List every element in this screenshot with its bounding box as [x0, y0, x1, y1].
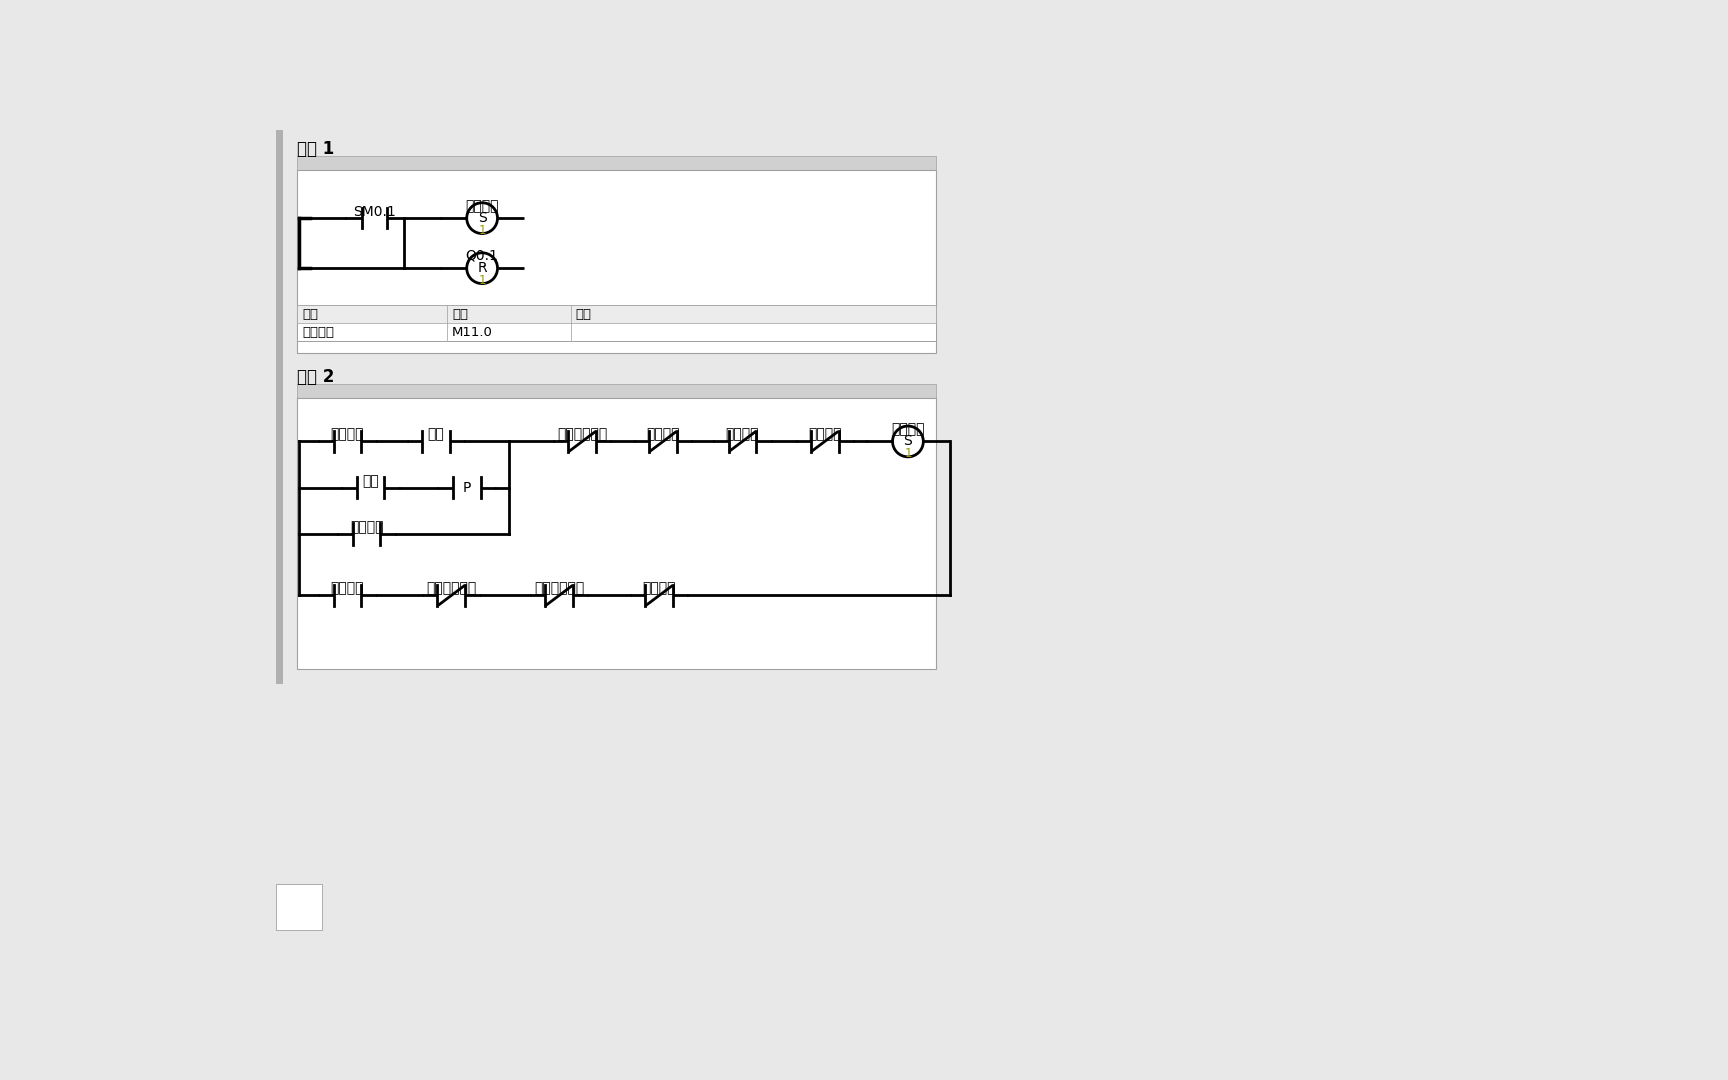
Text: R: R [477, 261, 487, 275]
Text: 上电置位: 上电置位 [646, 428, 679, 442]
Text: M11.0: M11.0 [453, 325, 492, 339]
Text: 手动控制开关: 手动控制开关 [427, 582, 477, 595]
Text: S: S [904, 434, 912, 448]
Text: 向下: 向下 [427, 428, 444, 442]
Bar [276, 684, 1550, 961]
Text: P: P [463, 482, 472, 496]
Text: 向下: 向下 [363, 474, 378, 488]
Text: 网络 1: 网络 1 [297, 140, 335, 159]
Text: 地址: 地址 [453, 308, 468, 321]
Text: 下基准位限位: 下基准位限位 [556, 428, 607, 442]
Text: 网络 2: 网络 2 [297, 368, 335, 387]
Text: 下极限位: 下极限位 [643, 582, 676, 595]
Text: 1: 1 [904, 447, 912, 460]
Text: 上行驱动: 上行驱动 [809, 428, 842, 442]
Text: 手动下行: 手动下行 [349, 519, 384, 534]
Text: 上电置位: 上电置位 [302, 325, 334, 339]
Text: 1: 1 [479, 224, 486, 237]
Text: 上电置位: 上电置位 [330, 582, 365, 595]
Bar [297, 383, 937, 397]
Text: 1: 1 [479, 273, 486, 286]
Bar [297, 306, 937, 341]
Bar [297, 156, 937, 170]
Text: S: S [477, 212, 487, 225]
Bar [297, 306, 937, 323]
Text: 下极限位: 下极限位 [726, 428, 759, 442]
Text: Q0.1: Q0.1 [465, 249, 499, 262]
Bar [297, 397, 937, 669]
Text: 启动信号: 启动信号 [330, 428, 365, 442]
Text: 上电置位: 上电置位 [465, 199, 499, 213]
Bar [297, 170, 937, 353]
Bar [276, 885, 321, 930]
Text: 下基准位限位: 下基准位限位 [534, 582, 584, 595]
Text: 符号: 符号 [302, 308, 318, 321]
Bar [276, 130, 283, 961]
Text: 注释: 注释 [575, 308, 591, 321]
Text: 下行驱动: 下行驱动 [892, 422, 924, 436]
Text: SM0.1: SM0.1 [353, 205, 396, 219]
